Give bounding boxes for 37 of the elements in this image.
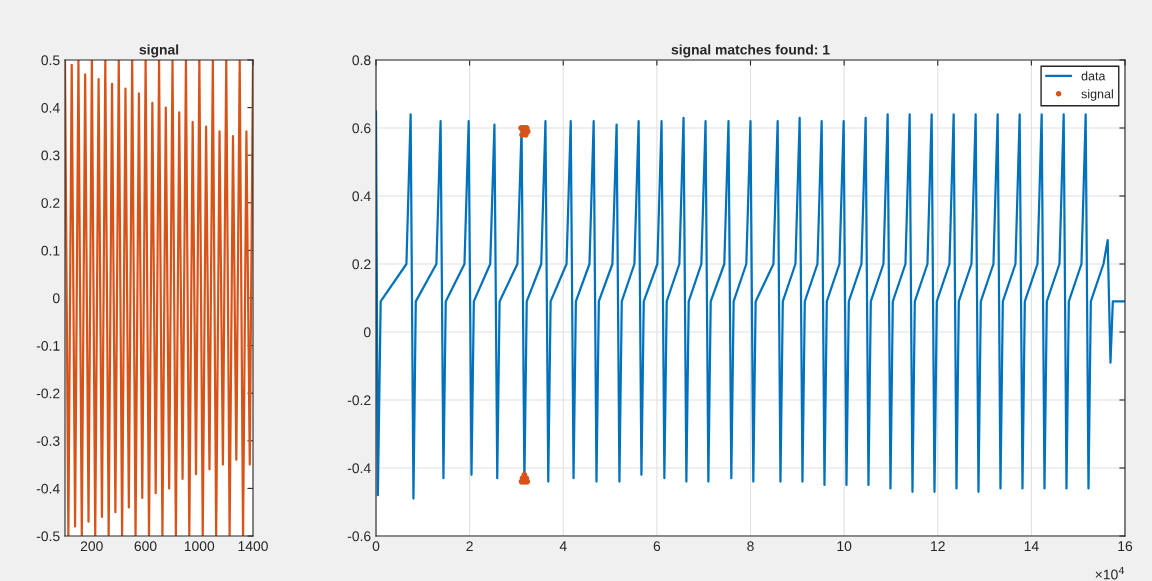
- x-tick-label: 16: [1118, 541, 1133, 552]
- y-tick-label: 0: [363, 327, 371, 338]
- chart-title: signal: [139, 44, 179, 58]
- y-tick-label: 0.2: [41, 198, 60, 208]
- y-tick-label: -0.2: [347, 395, 371, 406]
- y-tick-label: 0.6: [352, 123, 371, 134]
- x-tick-label: 14: [1024, 541, 1039, 551]
- y-tick-label: 0.2: [352, 259, 371, 270]
- y-tick-label: -0.1: [36, 340, 60, 351]
- y-tick-label: -0.4: [36, 483, 60, 494]
- y-tick-label: -0.5: [36, 531, 60, 542]
- y-tick-label: 0: [52, 293, 60, 304]
- chart-title: signal matches found: 1: [671, 44, 830, 58]
- x-tick-label: 12: [931, 541, 945, 551]
- y-tick-label: 0.5: [41, 55, 60, 66]
- y-tick-label: 0.4: [41, 102, 60, 113]
- y-tick-label: -0.4: [347, 463, 371, 474]
- x-tick-label: 6: [653, 541, 661, 552]
- x-tick-label: 600: [134, 541, 157, 552]
- text: ×10$^{4}$: [1095, 566, 1125, 580]
- legend-label: data: [1081, 71, 1106, 81]
- y-tick-label: -0.3: [36, 436, 60, 446]
- y-tick-label: 0.1: [41, 245, 60, 256]
- y-tick-label: -0.2: [36, 388, 60, 399]
- y-tick-label: 0.3: [41, 150, 60, 161]
- x-tick-label: 10: [837, 541, 852, 552]
- y-tick-label: -0.6: [347, 531, 371, 542]
- x-tick-label: 0: [372, 541, 380, 552]
- y-tick-label: 0.8: [352, 55, 371, 66]
- x-tick-label: 1000: [184, 541, 215, 552]
- x-tick-label: 8: [747, 541, 754, 552]
- y-tick-label: 0.4: [352, 191, 371, 202]
- x-tick-label: 2: [466, 541, 473, 551]
- x-tick-label: 200: [80, 541, 103, 552]
- x-tick-label: 1400: [238, 541, 268, 552]
- x-tick-label: 4: [559, 541, 567, 551]
- legend-label: signal: [1081, 89, 1113, 101]
